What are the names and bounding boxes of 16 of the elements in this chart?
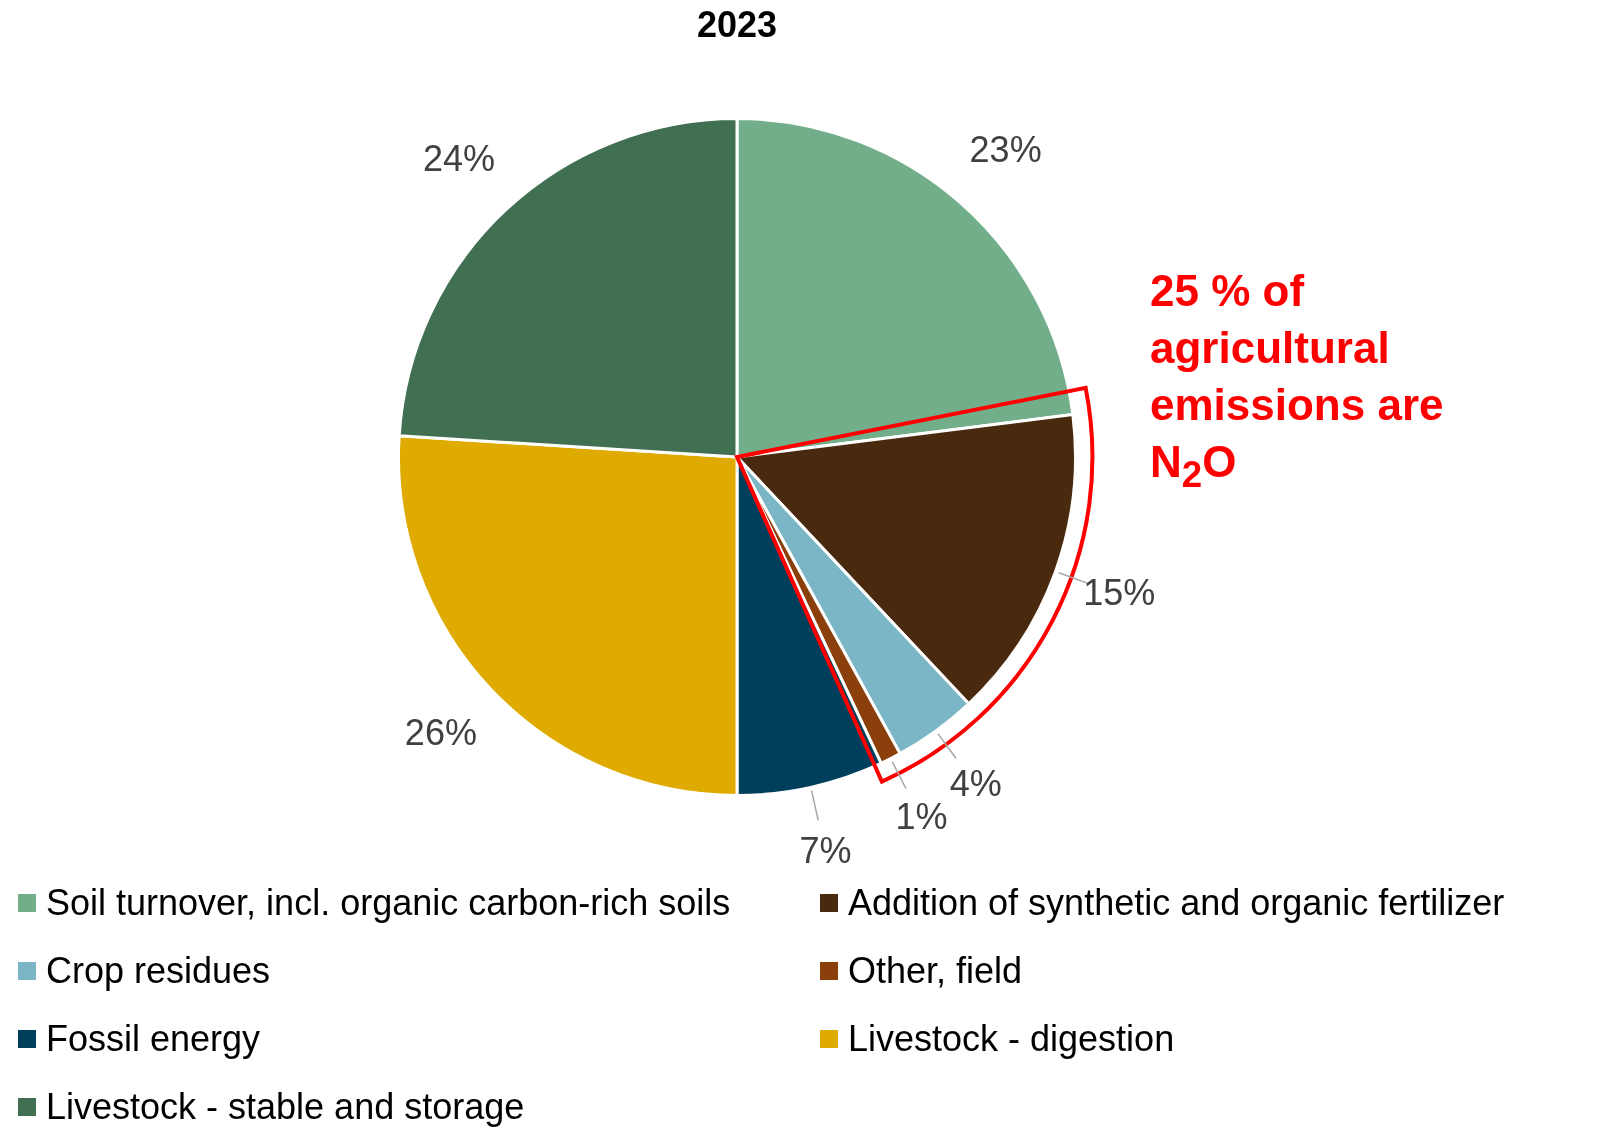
data-label: 23%: [969, 129, 1042, 171]
legend-label: Fossil energy: [46, 1018, 261, 1060]
legend-label: Other, field: [848, 950, 1023, 992]
data-label: 4%: [949, 762, 1002, 804]
data-label: 1%: [895, 795, 948, 837]
data-label: 15%: [1083, 571, 1156, 613]
data-label: 7%: [799, 830, 852, 872]
data-label: 26%: [404, 711, 477, 753]
data-label: 24%: [422, 137, 495, 179]
legend-label: Livestock - stable and storage: [46, 1086, 525, 1128]
legend-label: Soil turnover, incl. organic carbon-rich soils: [46, 882, 731, 924]
text: 25 % of agricultural emissions are N$_{2}$O: [1150, 265, 1445, 497]
chart-title: 2023: [695, 4, 779, 46]
legend-label: Addition of synthetic and organic fertilizer: [848, 882, 1505, 924]
legend-label: Crop residues: [46, 950, 271, 992]
legend-label: Livestock - digestion: [848, 1018, 1175, 1060]
